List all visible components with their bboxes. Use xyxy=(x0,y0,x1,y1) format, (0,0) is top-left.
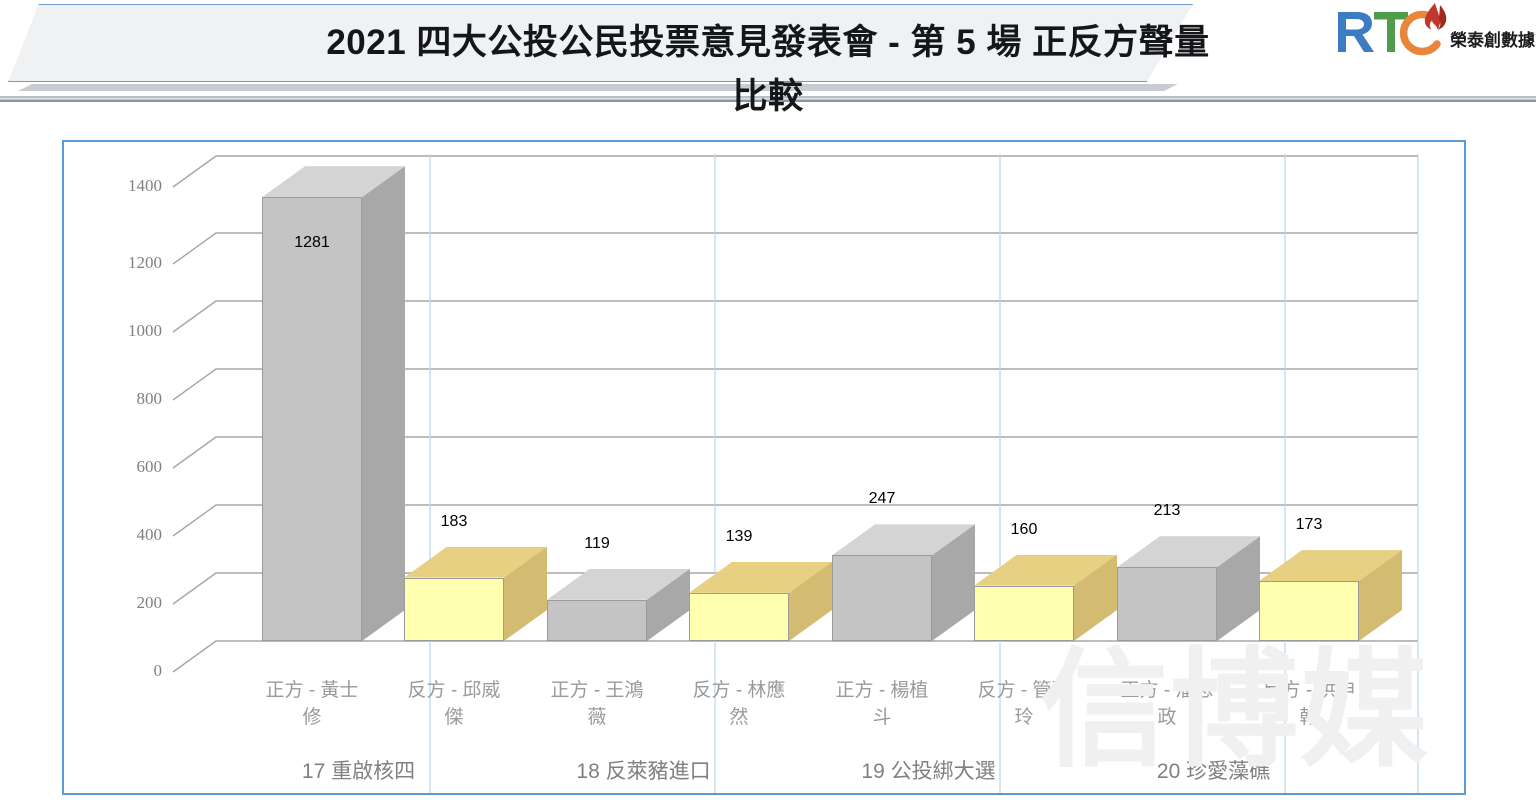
category-label-4: 反方 - 林應 然 xyxy=(692,680,786,728)
category-label-3: 正方 - 王鴻 薇 xyxy=(550,680,644,728)
bar-front-face xyxy=(832,555,932,641)
bar-value-label: 160 xyxy=(1010,520,1038,538)
logo-company-name: 榮泰創數據 xyxy=(1450,31,1535,51)
bar-value-label: 247 xyxy=(868,490,896,508)
category-label-7: 正方 - 潘忠 政 xyxy=(1120,680,1214,728)
y-tick-1200: 1200 xyxy=(128,253,162,272)
y-tick-1400: 1400 xyxy=(128,176,162,195)
bar-1[interactable] xyxy=(262,166,405,641)
bar-value-label: 173 xyxy=(1295,516,1323,534)
bar-front-face xyxy=(974,585,1074,641)
y-tick-400: 400 xyxy=(136,525,163,544)
group-label-1: 17 重啟核四 xyxy=(301,760,416,783)
header-divider xyxy=(0,96,1536,102)
y-tick-600: 600 xyxy=(136,457,163,476)
brand-logo: 榮泰創數據 xyxy=(1334,2,1535,60)
bar-value-label: 213 xyxy=(1153,502,1181,520)
category-label-1: 正方 - 黃士 修 xyxy=(265,680,359,728)
bar-3[interactable] xyxy=(547,568,690,641)
bar-7[interactable] xyxy=(1117,536,1260,641)
y-tick-200: 200 xyxy=(136,593,163,612)
bar-8[interactable] xyxy=(1259,550,1402,641)
y-tick-0: 0 xyxy=(153,661,163,680)
bar-front-face xyxy=(689,592,789,641)
category-label-2: 反方 - 邱威 傑 xyxy=(407,680,501,728)
bar-5[interactable] xyxy=(832,524,975,641)
bar-2[interactable] xyxy=(404,546,547,641)
bar-front-face xyxy=(262,197,362,641)
header: 2021 四大公投公民投票意見發表會 - 第 5 場 正反方聲量 比較 榮泰創數… xyxy=(0,0,1536,122)
category-label-6: 反方 - 管碧 玲 xyxy=(977,680,1071,728)
group-label-3: 19 公投綁大選 xyxy=(861,760,996,783)
group-label-4: 20 珍愛藻礁 xyxy=(1156,760,1271,783)
bar-front-face xyxy=(1117,567,1217,641)
chart-frame: 1400 1200 1000 800 600 400 200 0 1281 183… xyxy=(62,140,1466,795)
bar-front-face xyxy=(404,577,504,641)
bar-side-face xyxy=(362,166,405,641)
bar-value-label: 119 xyxy=(584,534,610,552)
bar-front-face xyxy=(1259,581,1359,641)
bar-value-label: 1281 xyxy=(294,234,330,252)
bar-front-face xyxy=(547,599,647,641)
chart-plot-area: 1400 1200 1000 800 600 400 200 0 1281 183… xyxy=(64,142,1464,793)
title-banner-shadow xyxy=(18,84,1178,91)
group-label-2: 18 反萊豬進口 xyxy=(576,760,711,783)
category-label-8: 反方 - 洪申 翰 xyxy=(1262,680,1356,728)
bar-6[interactable] xyxy=(974,554,1117,641)
bar-value-label: 183 xyxy=(440,512,468,530)
category-label-5: 正方 - 楊植 斗 xyxy=(835,680,929,728)
title-banner xyxy=(8,4,1193,82)
y-tick-800: 800 xyxy=(136,389,163,408)
bar-value-label: 139 xyxy=(725,527,753,545)
bar-4[interactable] xyxy=(689,561,832,641)
rtc-logo-icon xyxy=(1338,3,1447,56)
y-tick-1000: 1000 xyxy=(128,321,162,340)
